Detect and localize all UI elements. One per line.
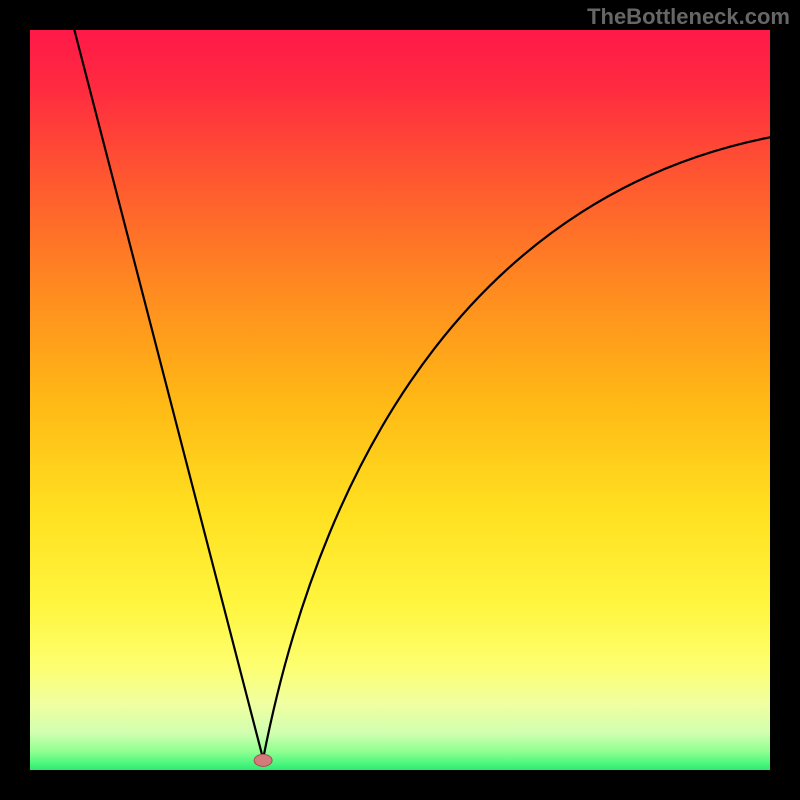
watermark-text: TheBottleneck.com bbox=[587, 4, 790, 30]
optimum-marker bbox=[254, 754, 272, 766]
plot-area bbox=[30, 30, 770, 770]
bottleneck-chart bbox=[0, 0, 800, 800]
chart-container: TheBottleneck.com bbox=[0, 0, 800, 800]
